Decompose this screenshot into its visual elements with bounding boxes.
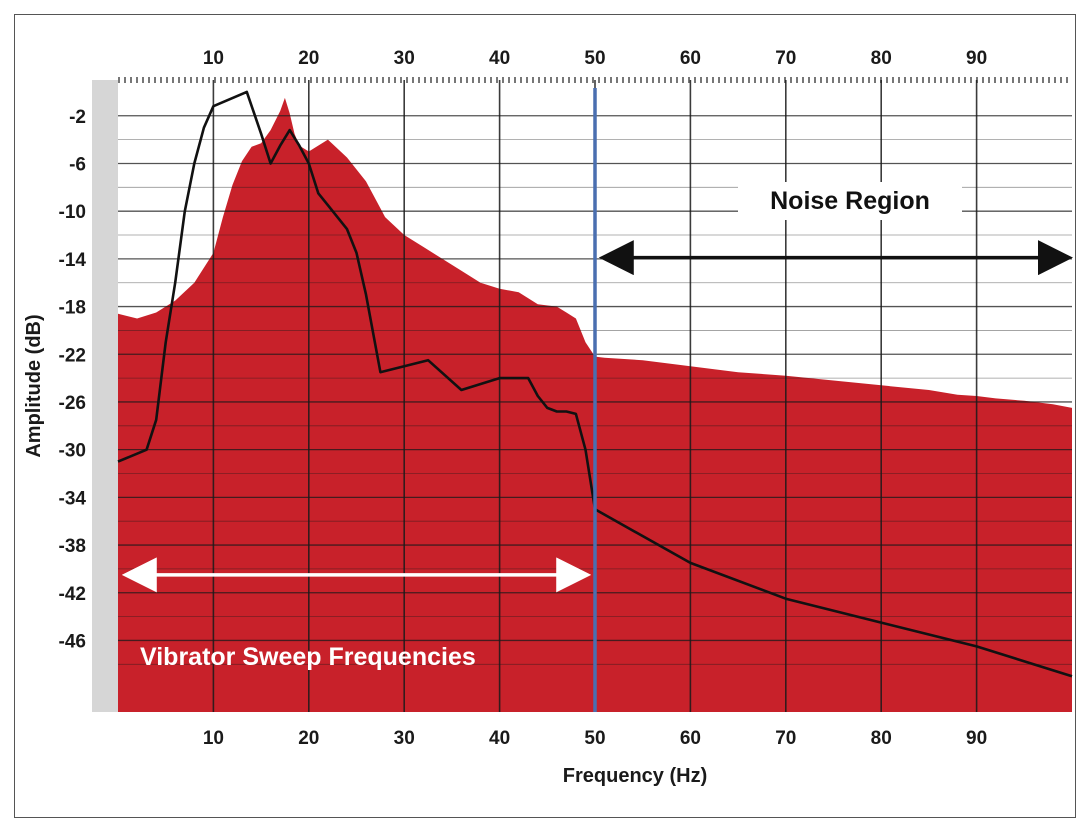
x-tick-label-bottom: 30 xyxy=(394,728,415,749)
y-tick-label: -46 xyxy=(59,631,86,652)
y-tick-label: -22 xyxy=(59,345,86,366)
y-tick-label: -2 xyxy=(69,107,86,128)
x-tick-label-top: 60 xyxy=(680,48,701,69)
y-tick-label: -26 xyxy=(59,393,86,414)
y-tick-label: -6 xyxy=(69,154,86,175)
x-tick-label-top: 90 xyxy=(966,48,987,69)
x-tick-label-bottom: 70 xyxy=(775,728,796,749)
x-tick-label-bottom: 80 xyxy=(871,728,892,749)
y-tick-label: -14 xyxy=(59,250,87,271)
x-tick-label-bottom: 40 xyxy=(489,728,510,749)
x-tick-label-bottom: 10 xyxy=(203,728,224,749)
x-tick-label-bottom: 50 xyxy=(584,728,605,749)
y-tick-label: -30 xyxy=(59,441,86,462)
x-tick-label-top: 40 xyxy=(489,48,510,69)
x-tick-label-bottom: 90 xyxy=(966,728,987,749)
noise-region-label: Noise Region xyxy=(770,187,930,215)
x-tick-label-top: 70 xyxy=(775,48,796,69)
y-tick-label: -10 xyxy=(59,202,86,223)
y-tick-label: -18 xyxy=(59,298,86,319)
y-tick-label: -34 xyxy=(59,488,87,509)
y-tick-label: -38 xyxy=(59,536,86,557)
y-ruler-strip xyxy=(92,80,118,712)
x-tick-label-top: 30 xyxy=(394,48,415,69)
x-tick-label-bottom: 60 xyxy=(680,728,701,749)
x-tick-label-bottom: 20 xyxy=(298,728,319,749)
x-tick-label-top: 50 xyxy=(584,48,605,69)
sweep-line-series xyxy=(117,90,1073,678)
y-axis-title: Amplitude (dB) xyxy=(23,314,45,457)
sweep-frequencies-label: Vibrator Sweep Frequencies xyxy=(140,643,476,671)
noise-region-label-background xyxy=(738,182,962,220)
y-tick-label: -42 xyxy=(59,584,86,605)
x-axis-title: Frequency (Hz) xyxy=(563,765,707,787)
x-tick-label-top: 10 xyxy=(203,48,224,69)
x-tick-label-top: 20 xyxy=(298,48,319,69)
x-tick-label-top: 80 xyxy=(871,48,892,69)
